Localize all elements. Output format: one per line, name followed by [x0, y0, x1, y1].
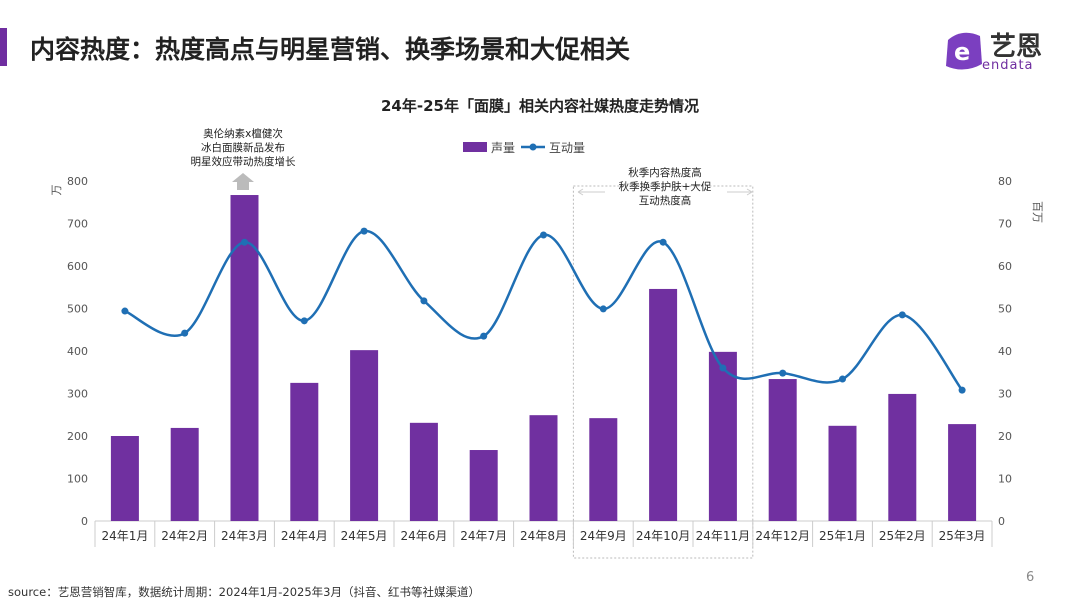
- svg-text:e: e: [954, 38, 970, 66]
- line-point: [420, 297, 428, 305]
- y2-tick-label: 50: [998, 303, 1012, 316]
- bar: [469, 450, 498, 521]
- x-tick-label: 25年3月: [939, 529, 986, 543]
- line-point: [839, 375, 846, 383]
- x-tick-label: 25年2月: [879, 529, 926, 543]
- y2-axis-label: 百万: [1031, 201, 1044, 223]
- highlight-box: [572, 185, 754, 559]
- endata-logo: e 艺恩 endata: [940, 26, 1050, 76]
- line-point: [360, 227, 368, 235]
- bar: [589, 418, 618, 521]
- bar: [350, 350, 379, 521]
- line-point: [779, 369, 787, 377]
- left-arrow-icon: [577, 188, 605, 196]
- chart-title: 24年-25年「面膜」相关内容社媒热度走势情况: [381, 97, 699, 115]
- bar: [649, 288, 678, 521]
- bar: [170, 427, 199, 521]
- y2-tick-label: 60: [998, 260, 1012, 273]
- logo-text-en: endata: [982, 58, 1034, 73]
- x-tick-label: 24年11月: [696, 529, 751, 543]
- y2-tick-label: 10: [998, 473, 1012, 486]
- y-tick-label: 300: [67, 388, 88, 401]
- y-tick-label: 100: [67, 473, 88, 486]
- x-tick-label: 24年1月: [101, 529, 148, 543]
- x-tick-label: 24年4月: [281, 529, 328, 543]
- page-title: 内容热度：热度高点与明星营销、换季场景和大促相关: [30, 35, 631, 64]
- x-tick-label: 24年12月: [755, 529, 810, 543]
- x-tick-label: 24年5月: [341, 529, 388, 543]
- bar: [290, 382, 319, 521]
- annotation-text: 秋季内容热度高: [628, 166, 702, 179]
- legend-bar-swatch: [463, 142, 487, 152]
- y2-tick-label: 0: [998, 515, 1005, 528]
- source-note: source：艺恩营销智库，数据统计周期：2024年1月-2025年3月（抖音、…: [8, 585, 481, 599]
- y-tick-label: 700: [67, 218, 88, 231]
- y-axis-label: 万: [50, 185, 63, 196]
- page-number: 6: [1026, 570, 1035, 585]
- y2-tick-label: 30: [998, 388, 1012, 401]
- annotation-text: 秋季换季护肤+大促: [619, 180, 712, 193]
- y2-tick-label: 40: [998, 345, 1012, 358]
- x-tick-label: 24年8月: [520, 529, 567, 543]
- x-tick-label: 24年9月: [580, 529, 627, 543]
- bar: [529, 415, 558, 521]
- annotation-text: 互动热度高: [639, 194, 692, 207]
- x-tick-label: 24年6月: [400, 529, 447, 543]
- y2-tick-label: 80: [998, 175, 1012, 188]
- y-tick-label: 400: [67, 345, 88, 358]
- annotation-text: 奥伦纳素x檀健次: [203, 127, 283, 140]
- x-tick-label: 25年1月: [819, 529, 866, 543]
- legend-bar-label: 声量: [491, 141, 515, 155]
- bar: [768, 379, 797, 521]
- legend-line-label: 互动量: [549, 141, 585, 155]
- bar: [110, 436, 139, 521]
- bar: [409, 422, 438, 521]
- line-point: [181, 329, 189, 337]
- y-tick-label: 200: [67, 430, 88, 443]
- line-point: [599, 305, 607, 313]
- line-point: [241, 238, 248, 246]
- y-tick-label: 600: [67, 260, 88, 273]
- line-point: [540, 231, 547, 239]
- line-point: [958, 386, 966, 394]
- x-tick-label: 24年3月: [221, 529, 268, 543]
- title-accent-bar: [0, 28, 7, 66]
- x-tick-label: 24年10月: [636, 529, 691, 543]
- x-tick-label: 24年2月: [161, 529, 208, 543]
- bar: [708, 351, 737, 521]
- line-point: [121, 307, 129, 315]
- line-point: [659, 238, 667, 246]
- up-arrow-icon: [232, 173, 254, 190]
- logo-text-cn: 艺恩: [990, 32, 1043, 62]
- y2-tick-label: 70: [998, 218, 1012, 231]
- y-tick-label: 800: [67, 175, 88, 188]
- line-point: [480, 332, 488, 340]
- legend-line-marker: [529, 143, 537, 151]
- y-tick-label: 0: [81, 515, 88, 528]
- line-point: [898, 311, 906, 319]
- x-tick-label: 24年7月: [460, 529, 507, 543]
- bar: [888, 393, 917, 521]
- line-point: [719, 364, 727, 372]
- annotation-text: 冰白面膜新品发布: [201, 141, 285, 154]
- y2-tick-label: 20: [998, 430, 1012, 443]
- bar: [828, 425, 857, 521]
- line-point: [300, 317, 308, 325]
- annotation-text: 明星效应带动热度增长: [191, 155, 296, 168]
- y-tick-label: 500: [67, 303, 88, 316]
- right-arrow-icon: [727, 188, 753, 196]
- bar: [948, 424, 977, 521]
